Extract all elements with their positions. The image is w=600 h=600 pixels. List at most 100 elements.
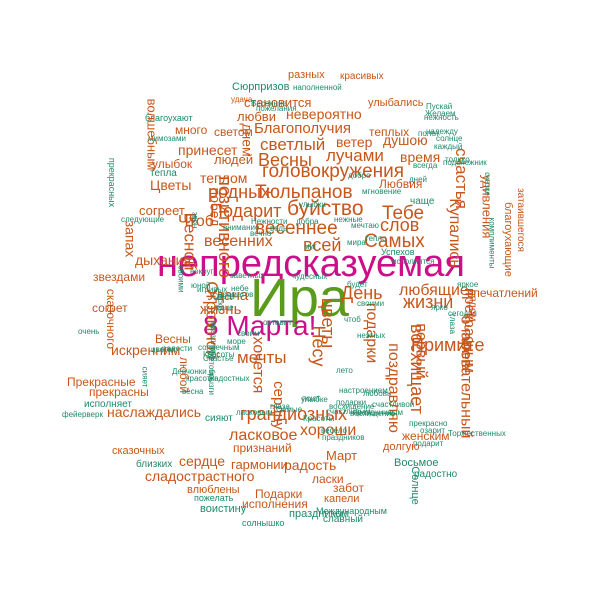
word-cloud-word: ветер (336, 134, 373, 150)
word-cloud-word: чтоб (344, 315, 361, 324)
word-cloud-word: лето (336, 366, 353, 375)
word-cloud-word: Весны (258, 150, 312, 170)
word-cloud-word: полет (418, 129, 440, 138)
word-cloud-word: женским (402, 429, 450, 443)
word-cloud-word: Тебе (382, 203, 425, 224)
word-cloud-word: очень (78, 327, 100, 336)
word-cloud-word: яркое (457, 280, 479, 289)
word-cloud-word: весенних (204, 233, 273, 250)
word-cloud-word: мгновение (362, 187, 402, 196)
word-cloud-word: жизнь (200, 301, 242, 318)
word-cloud-word: хороши (300, 422, 357, 439)
word-cloud-word: каждый (434, 142, 463, 151)
word-cloud-word: забот (333, 481, 364, 495)
word-cloud-word: своими (357, 299, 385, 308)
word-cloud-word: любви (237, 109, 276, 124)
word-cloud-word: наслаждались (107, 404, 202, 420)
word-cloud-word: праздников (322, 433, 365, 442)
word-cloud-word: славный (323, 514, 364, 525)
word-cloud-word: Радостных (209, 374, 250, 383)
word-cloud-word: лучами (326, 146, 384, 165)
word-cloud-word: благоухают (145, 113, 193, 123)
word-cloud-word: сияет (140, 366, 150, 388)
word-cloud-word: подарит (413, 439, 444, 448)
word-cloud-word: восхищение (350, 409, 396, 418)
word-cloud-word: воистину (200, 503, 247, 515)
word-cloud-word: Успехов (381, 247, 415, 257)
word-cloud-word: родных (208, 182, 271, 202)
word-cloud-word: дней (409, 175, 428, 184)
word-cloud-word: солнышко (242, 518, 285, 528)
word-cloud-word: Примите (411, 335, 485, 355)
word-cloud-word: Красоты (203, 350, 235, 359)
word-cloud-word: Красоты (303, 414, 335, 423)
word-cloud-word: небе (231, 284, 249, 293)
word-cloud-word: Тюльпанов (255, 182, 353, 203)
word-cloud-word: будет (347, 280, 368, 289)
word-cloud-word: теплом (200, 170, 248, 186)
word-cloud-word: грандиозных (240, 404, 348, 424)
word-cloud-word: тепла (150, 168, 177, 179)
word-cloud-word: звон (190, 211, 200, 229)
word-cloud-headline: непредсказуемая (157, 243, 466, 285)
word-cloud-word: восхищение (329, 402, 375, 411)
word-cloud-word: Солнце (408, 466, 421, 505)
word-cloud-word: Любвия (379, 177, 423, 191)
word-cloud-word: оставит (263, 318, 292, 327)
word-cloud-word: светлый (260, 135, 326, 154)
word-cloud-word: удача (231, 95, 253, 104)
word-cloud-word: красивых (340, 71, 384, 82)
word-cloud-name: Ира (250, 268, 349, 328)
word-cloud-word: согрет (92, 301, 128, 315)
word-cloud-word: исполнятся (392, 257, 435, 266)
word-cloud-word: ароматов (218, 290, 254, 299)
word-cloud-word: очаровательный (457, 315, 475, 439)
word-cloud-word: сказочного (104, 288, 119, 350)
word-cloud-word: улыбке (301, 395, 328, 404)
word-cloud-word: Весенние (251, 99, 287, 108)
word-cloud-word: ласковым (236, 408, 273, 417)
word-cloud-word: мимозами (148, 134, 186, 143)
word-cloud-word: надежду (426, 127, 458, 136)
word-cloud-word: гармонии (231, 457, 288, 472)
word-cloud-word: чаще (410, 196, 435, 207)
word-cloud-word: прекрасно (409, 419, 448, 428)
word-cloud-word: искр (216, 293, 226, 311)
word-cloud-word: Девчонки (172, 367, 207, 376)
word-cloud-word: цветах (151, 345, 176, 354)
word-cloud-word: хочется (249, 336, 267, 394)
word-cloud-word: фейерверк (62, 410, 103, 419)
word-cloud-word: глаза (447, 314, 457, 334)
word-cloud-word: сердце (179, 453, 226, 469)
word-cloud-word: Прекрасные (67, 375, 136, 389)
word-cloud-word: День (341, 283, 383, 303)
word-cloud-word: Весны (155, 332, 191, 346)
word-cloud-word: мечтаю (351, 221, 379, 230)
word-cloud-word: капели (324, 493, 360, 505)
word-cloud-word: поют (302, 394, 321, 403)
word-cloud-word: время (400, 149, 441, 165)
word-cloud-word: головокружения (262, 161, 405, 182)
word-cloud-word: людей (214, 152, 254, 167)
word-cloud-word: сказочных (112, 445, 165, 457)
word-cloud-word: Пускай (426, 102, 453, 111)
word-cloud-word: ярко (431, 303, 448, 312)
word-cloud-word: затаившегося (514, 188, 526, 252)
word-cloud-word: сияют (205, 413, 233, 424)
word-cloud-word: море (227, 337, 246, 346)
word-cloud-word: ведь (270, 224, 288, 233)
word-cloud-word: буйство (287, 197, 364, 220)
word-cloud-word: впечатлений (467, 286, 538, 300)
word-cloud-word: Торжественных (448, 429, 506, 438)
word-cloud-word: мечты (237, 348, 287, 367)
word-cloud-word: душе (214, 303, 234, 312)
word-cloud-word: чудесных (292, 272, 328, 281)
word-cloud-word: Желаем (425, 109, 456, 118)
word-cloud-word: праздничным (353, 408, 404, 417)
word-cloud-word: дыхания (135, 252, 191, 268)
word-cloud-word: невероятно (286, 106, 362, 122)
word-cloud-word: комплименты (487, 217, 497, 269)
word-cloud-word: счастливой (372, 400, 415, 409)
word-cloud-word: принесет (178, 142, 238, 158)
word-cloud-word: праздником (289, 508, 350, 520)
